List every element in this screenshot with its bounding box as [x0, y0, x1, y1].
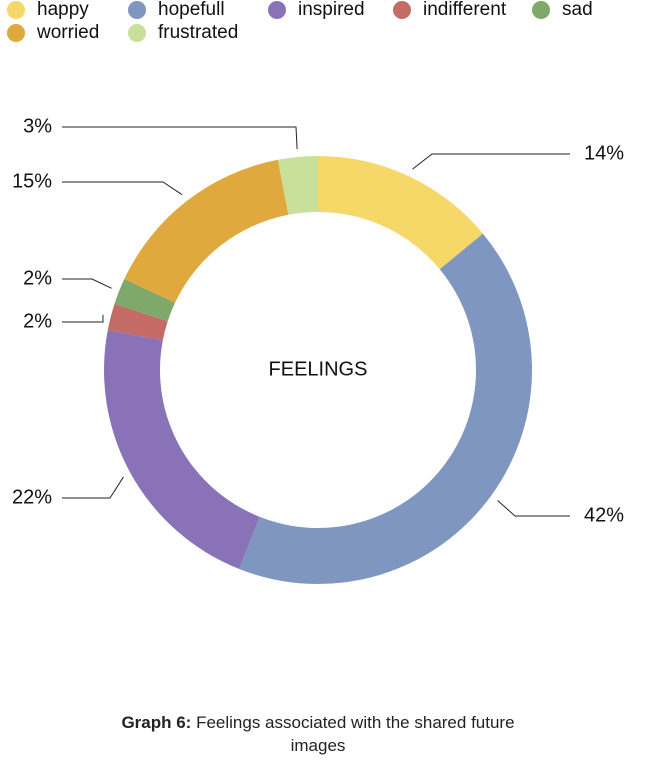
donut-segment [114, 278, 176, 322]
leader-line [62, 278, 112, 289]
chart: happy hopefull inspired indifferent sad worri… [7, 0, 624, 585]
leader-line [62, 476, 124, 499]
legend-swatch [268, 1, 286, 19]
caption-text: Feelings associated with the shared futu… [196, 713, 515, 755]
leader-line [412, 153, 570, 170]
center-label: FEELINGS [269, 358, 368, 380]
data-label: 14% [584, 142, 624, 164]
legend-swatch [7, 1, 25, 19]
leader-line [62, 314, 104, 323]
legend-label: inspired [298, 0, 365, 20]
donut-segment [107, 303, 168, 341]
caption: Graph 6: Feelings associated with the sh… [108, 711, 528, 757]
leader-line [497, 500, 570, 517]
data-label: 2% [23, 310, 52, 332]
legend-swatch [393, 1, 411, 19]
legend-label: hopefull [158, 0, 225, 20]
donut-segment [239, 233, 532, 585]
legend-label: sad [562, 0, 593, 20]
legend-swatch [7, 24, 25, 42]
donut-segment [124, 159, 289, 303]
legend-swatch [532, 1, 550, 19]
data-label: 3% [23, 115, 52, 137]
data-label: 42% [584, 504, 624, 526]
legend-swatch [128, 1, 146, 19]
data-label: 22% [12, 486, 52, 508]
data-label: 15% [12, 170, 52, 192]
legend-label: worried [36, 22, 99, 43]
donut-segment [318, 156, 483, 270]
data-label: 2% [23, 267, 52, 289]
caption-label: Graph 6: [121, 713, 192, 732]
legend-label: happy [37, 0, 89, 20]
legend-label: indifferent [423, 0, 507, 20]
legend-label: frustrated [158, 22, 238, 43]
leader-line [62, 126, 298, 150]
donut-segment [104, 329, 260, 569]
legend-swatch [128, 24, 146, 42]
leader-line [62, 181, 183, 196]
donut-segment [277, 156, 318, 215]
